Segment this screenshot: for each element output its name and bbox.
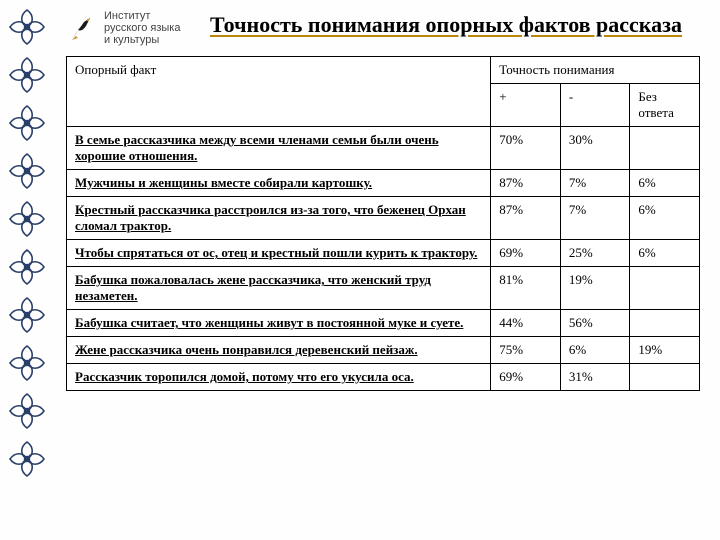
table-row: Бабушка пожаловалась жене рассказчика, ч… <box>67 267 700 310</box>
fact-cell: Чтобы спрятаться от ос, отец и крестный … <box>67 240 491 267</box>
logo: Институт русского языка и культуры <box>66 10 198 46</box>
plus-cell: 69% <box>491 364 561 391</box>
ornament-tile <box>6 294 48 336</box>
ornament-tile <box>6 6 48 48</box>
minus-cell: 7% <box>560 197 630 240</box>
facts-table: Опорный факт Точность понимания + - Без … <box>66 56 700 391</box>
logo-text: Институт русского языка и культуры <box>104 10 180 46</box>
plus-cell: 87% <box>491 197 561 240</box>
ornament-tile <box>6 246 48 288</box>
col-noanswer-header: Без ответа <box>630 84 700 127</box>
minus-cell: 30% <box>560 127 630 170</box>
table-row: Мужчины и женщины вместе собирали картош… <box>67 170 700 197</box>
logo-line1: Институт <box>104 10 180 22</box>
noanswer-cell: 6% <box>630 197 700 240</box>
minus-cell: 6% <box>560 337 630 364</box>
plus-cell: 44% <box>491 310 561 337</box>
plus-cell: 69% <box>491 240 561 267</box>
minus-cell: 25% <box>560 240 630 267</box>
table-row: Крестный рассказчика расстроился из-за т… <box>67 197 700 240</box>
plus-cell: 81% <box>491 267 561 310</box>
ornament-tile <box>6 390 48 432</box>
noanswer-cell <box>630 127 700 170</box>
col-fact-header: Опорный факт <box>67 57 491 127</box>
table-row: Рассказчик торопился домой, потому что е… <box>67 364 700 391</box>
minus-cell: 56% <box>560 310 630 337</box>
ornament-tile <box>6 438 48 480</box>
plus-cell: 75% <box>491 337 561 364</box>
noanswer-cell <box>630 364 700 391</box>
fact-cell: Жене рассказчика очень понравился дереве… <box>67 337 491 364</box>
header: Институт русского языка и культуры Точно… <box>66 10 700 46</box>
fact-cell: Бабушка пожаловалась жене рассказчика, ч… <box>67 267 491 310</box>
col-group-header: Точность понимания <box>491 57 700 84</box>
table-row: В семье рассказчика между всеми членами … <box>67 127 700 170</box>
table-row: Чтобы спрятаться от ос, отец и крестный … <box>67 240 700 267</box>
col-plus-header: + <box>491 84 561 127</box>
fact-cell: В семье рассказчика между всеми членами … <box>67 127 491 170</box>
fact-cell: Рассказчик торопился домой, потому что е… <box>67 364 491 391</box>
noanswer-cell <box>630 310 700 337</box>
fact-cell: Крестный рассказчика расстроился из-за т… <box>67 197 491 240</box>
noanswer-cell <box>630 267 700 310</box>
minus-cell: 19% <box>560 267 630 310</box>
ornament-tile <box>6 342 48 384</box>
ornament-tile <box>6 54 48 96</box>
table-row: Жене рассказчика очень понравился дереве… <box>67 337 700 364</box>
logo-line3: и культуры <box>104 34 180 46</box>
slide-title: Точность понимания опорных фактов расска… <box>210 10 682 38</box>
ornament-tile <box>6 150 48 192</box>
ornament-tile <box>6 102 48 144</box>
logo-line2: русского языка <box>104 22 180 34</box>
noanswer-cell: 6% <box>630 240 700 267</box>
ornament-tile <box>6 198 48 240</box>
slide-content: Институт русского языка и культуры Точно… <box>66 0 710 391</box>
table-row: Бабушка считает, что женщины живут в пос… <box>67 310 700 337</box>
plus-cell: 87% <box>491 170 561 197</box>
ornament-strip <box>0 0 54 540</box>
fact-cell: Бабушка считает, что женщины живут в пос… <box>67 310 491 337</box>
plus-cell: 70% <box>491 127 561 170</box>
minus-cell: 7% <box>560 170 630 197</box>
noanswer-cell: 6% <box>630 170 700 197</box>
fact-cell: Мужчины и женщины вместе собирали картош… <box>67 170 491 197</box>
noanswer-cell: 19% <box>630 337 700 364</box>
facts-tbody: В семье рассказчика между всеми членами … <box>67 127 700 391</box>
minus-cell: 31% <box>560 364 630 391</box>
col-minus-header: - <box>560 84 630 127</box>
pen-icon <box>66 12 98 44</box>
